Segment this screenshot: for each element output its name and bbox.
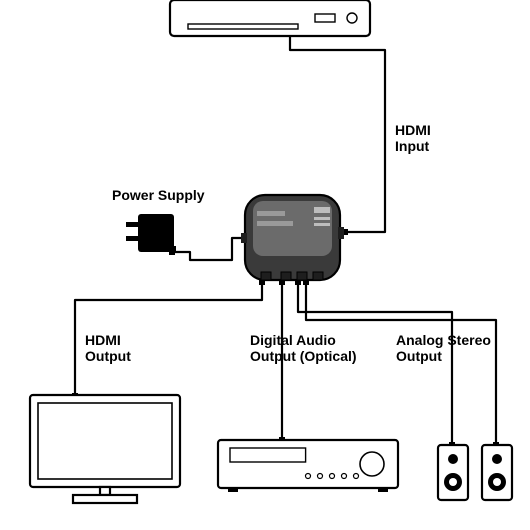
tv-monitor	[30, 395, 180, 503]
extractor-hub	[241, 195, 344, 280]
analog_stereo_output-label: Analog StereoOutput	[396, 332, 491, 364]
hdmi_output-label: HDMIOutput	[85, 332, 131, 364]
power-cable	[172, 238, 245, 260]
power_supply-label: Power Supply	[112, 187, 205, 203]
hdmi_input-label: HDMIInput	[395, 122, 431, 154]
source-player	[170, 0, 370, 36]
devices-layer	[30, 0, 512, 503]
digital_audio_output-label: Digital AudioOutput (Optical)	[250, 332, 357, 364]
speaker-left	[438, 445, 468, 500]
power-adapter	[126, 214, 176, 252]
speaker-right	[482, 445, 512, 500]
av-receiver	[218, 440, 398, 492]
